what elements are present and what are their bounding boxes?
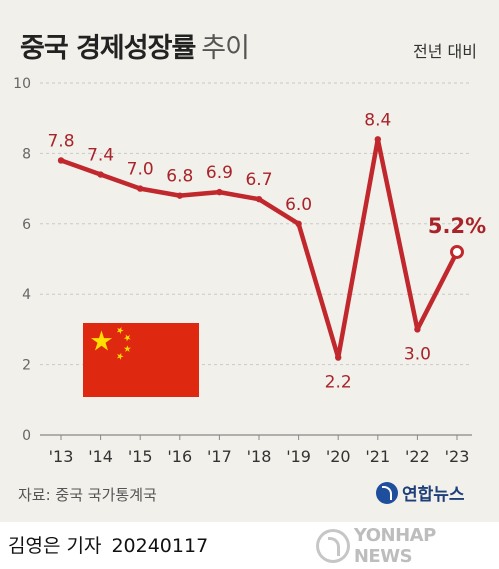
y-tick-label: 0 — [22, 428, 31, 444]
series-line — [57, 136, 464, 361]
data-point — [414, 326, 421, 333]
data-label: 2.2 — [325, 373, 352, 393]
data-labels: 7.8 7.4 7.0 6.8 6.9 6.7 6.0 2.2 8.4 3.0 5.2% — [47, 110, 486, 392]
flag-small-star — [116, 352, 124, 360]
x-tick-label: '15 — [128, 447, 153, 466]
data-label: 8.4 — [364, 110, 391, 130]
x-tick-label: '19 — [286, 447, 311, 466]
data-label: 7.0 — [127, 160, 154, 180]
y-tick-label: 4 — [22, 287, 31, 303]
watermark-text: YONHAP NEWS — [353, 525, 436, 567]
x-tick-label: '22 — [405, 447, 430, 466]
title-suffix: 추이 — [201, 33, 250, 64]
yonhap-watermark: YONHAP NEWS — [316, 525, 499, 567]
credit: 김영은 기자 20240117 — [8, 531, 208, 558]
yonhap-logo-icon — [376, 481, 398, 504]
y-axis-ticks: 0 2 4 6 8 10 — [13, 76, 31, 444]
data-point-highlight — [450, 244, 464, 259]
y-tick-label: 10 — [13, 76, 31, 92]
data-point — [97, 171, 104, 178]
flag-big-star — [90, 330, 113, 351]
x-tick-label: '23 — [445, 447, 470, 466]
flag-small-star — [123, 334, 131, 342]
china-flag-icon — [83, 323, 199, 397]
data-point — [216, 188, 223, 196]
data-point — [295, 220, 302, 227]
y-tick-label: 2 — [22, 358, 31, 374]
flag-small-star — [116, 326, 124, 335]
data-label: 6.7 — [245, 170, 272, 190]
yonhap-watermark-icon — [316, 529, 350, 563]
yonhap-logo: 연합뉴스 — [376, 480, 465, 505]
logo-text: 연합뉴스 — [402, 485, 465, 505]
data-point — [57, 157, 65, 164]
title-main: 중국 경제성장률 — [20, 33, 196, 64]
data-point — [255, 195, 263, 203]
chart-title: 중국 경제성장률 추이 — [20, 26, 250, 65]
data-point — [137, 185, 144, 192]
data-point — [335, 354, 342, 361]
data-label: 6.0 — [285, 195, 312, 215]
data-label: 6.9 — [206, 163, 233, 183]
x-tick-label: '21 — [365, 447, 390, 466]
data-label: 5.2% — [428, 214, 486, 238]
data-point — [176, 192, 183, 199]
credit-bar: 김영은 기자 20240117 YONHAP NEWS — [0, 522, 499, 569]
x-tick-label: '20 — [326, 447, 351, 466]
x-tick-label: '17 — [207, 447, 232, 466]
x-tick-label: '13 — [49, 447, 74, 466]
data-label: 3.0 — [404, 344, 431, 364]
data-label: 6.8 — [166, 167, 193, 187]
x-tick-label: '16 — [167, 447, 192, 466]
credit-date: 20240117 — [111, 535, 209, 557]
y-tick-label: 8 — [22, 146, 31, 162]
x-tick-label: '18 — [247, 447, 272, 466]
source-note: 자료: 중국 국가통계국 — [18, 486, 157, 504]
x-axis-ticks: '13 '14 '15 '16 '17 '18 '19 '20 '21 '22 '23 — [49, 435, 470, 466]
x-tick-label: '14 — [88, 447, 113, 466]
flag-small-star — [123, 345, 131, 352]
chart-subtitle: 전년 대비 — [413, 42, 477, 61]
data-label: 7.8 — [47, 131, 74, 151]
credit-author: 김영은 기자 — [8, 535, 102, 557]
line-chart: 0 2 4 6 8 10 '13 '14 '15 '16 '17 '18 '19 '20 '21 '22 '2… — [13, 76, 486, 466]
data-label: 7.4 — [87, 146, 114, 166]
data-point — [374, 136, 381, 143]
y-tick-label: 6 — [22, 217, 31, 233]
